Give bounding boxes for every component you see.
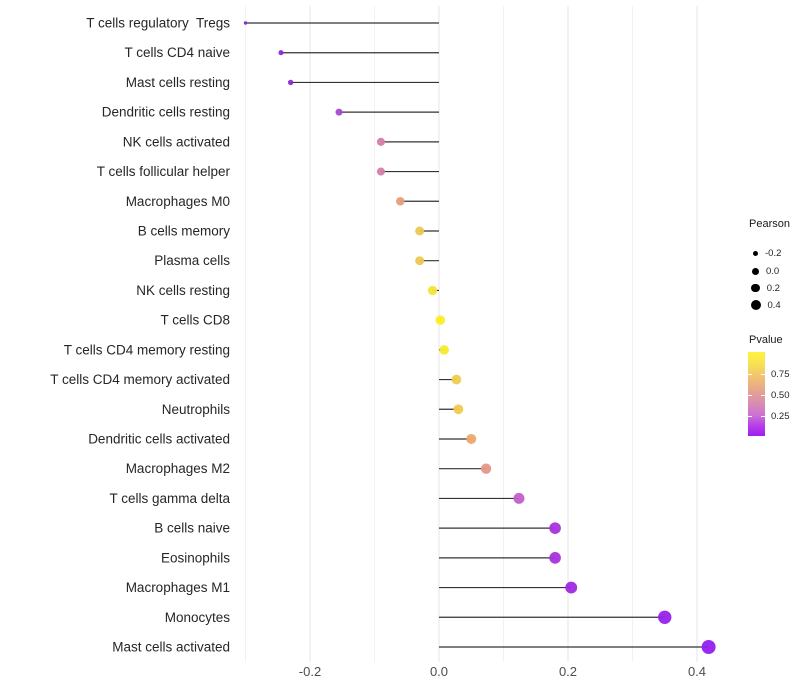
legend-size-dot [750,300,761,310]
colorbar-label: 0.25 [771,410,790,422]
category-label: T cells CD4 memory resting [64,342,230,357]
category-label: Macrophages M2 [126,461,230,476]
category-label: B cells naive [154,521,230,536]
category-label: Dendritic cells resting [102,105,230,120]
lollipop-dot [435,315,446,325]
lollipop-dot [427,285,438,296]
category-label: T cells regulatory Tregs [86,16,230,31]
legend-size-label: 0.4 [767,299,781,311]
category-label: Plasma cells [154,253,230,268]
category-label: Monocytes [165,610,231,625]
lollipop-dot [287,79,294,86]
lollipop-dot [415,256,425,266]
legend-size-dot [752,267,759,275]
legend-pearson-title: Pearson [749,218,790,230]
lollipop-dot [480,463,492,474]
lollipop-dot [453,404,464,415]
category-label: T cells CD4 memory activated [50,372,230,387]
category-label: Macrophages M1 [126,580,230,595]
legend-size-entry: -0.2 [750,244,781,262]
category-label: B cells memory [138,223,231,238]
lollipop-dot [376,167,385,176]
category-label: NK cells resting [136,283,230,298]
lollipop-dot [549,522,561,534]
colorbar-tick [748,415,752,417]
lollipop-dot [335,108,343,116]
legend-size-dot [753,250,758,256]
category-label: T cells follicular helper [97,164,231,179]
legend-size-label: -0.2 [765,247,782,259]
colorbar-tick [748,373,752,375]
lollipop-dot [466,433,477,445]
lollipop-dot [439,345,449,355]
colorbar-label: 0.75 [771,368,790,380]
category-label: Dendritic cells activated [88,431,230,446]
legend-size-label: 0.2 [766,282,780,294]
x-tick-label: 0.4 [688,664,706,679]
category-label: Mast cells resting [126,75,230,90]
pvalue-colorbar [748,352,765,436]
colorbar-tick [761,395,765,397]
lollipop-dot [278,50,284,56]
legend-size-entry: 0.0 [750,262,779,280]
category-label: NK cells activated [123,134,230,149]
colorbar-tick [761,415,765,417]
lollipop-dot [376,137,385,146]
category-label: Eosinophils [161,550,230,565]
lollipop-dot [549,552,561,564]
lollipop-dot [565,581,578,594]
category-label: T cells CD4 naive [124,45,230,60]
category-label: Mast cells activated [112,639,230,654]
x-tick-label: -0.2 [299,664,321,679]
colorbar-tick [748,395,752,397]
colorbar-tick [761,373,765,375]
lollipop-dot [396,197,405,206]
category-label: Neutrophils [162,402,231,417]
lollipop-dot [451,374,462,385]
lollipop-dot [415,226,425,236]
category-label: T cells CD8 [160,313,230,328]
category-label: Macrophages M0 [126,194,230,209]
legend-size-entry: 0.4 [750,296,781,314]
lollipop-dot [701,639,716,654]
legend-pvalue-title: Pvalue [749,334,783,346]
legend-size-entry: 0.2 [750,279,780,297]
category-label: T cells gamma delta [109,491,230,506]
legend-size-dot [751,283,760,293]
legend-size-label: 0.0 [766,265,780,277]
legend: Pearson -0.2 0.0 0.2 0.4 Pvalue 0.75 0.50 0.2… [746,218,800,448]
colorbar-label: 0.50 [771,390,790,402]
x-tick-label: 0.0 [430,664,448,679]
x-tick-label: 0.2 [559,664,577,679]
lollipop-dot [243,21,248,25]
lollipop-dot [513,492,525,504]
lollipop-dot [658,610,672,624]
